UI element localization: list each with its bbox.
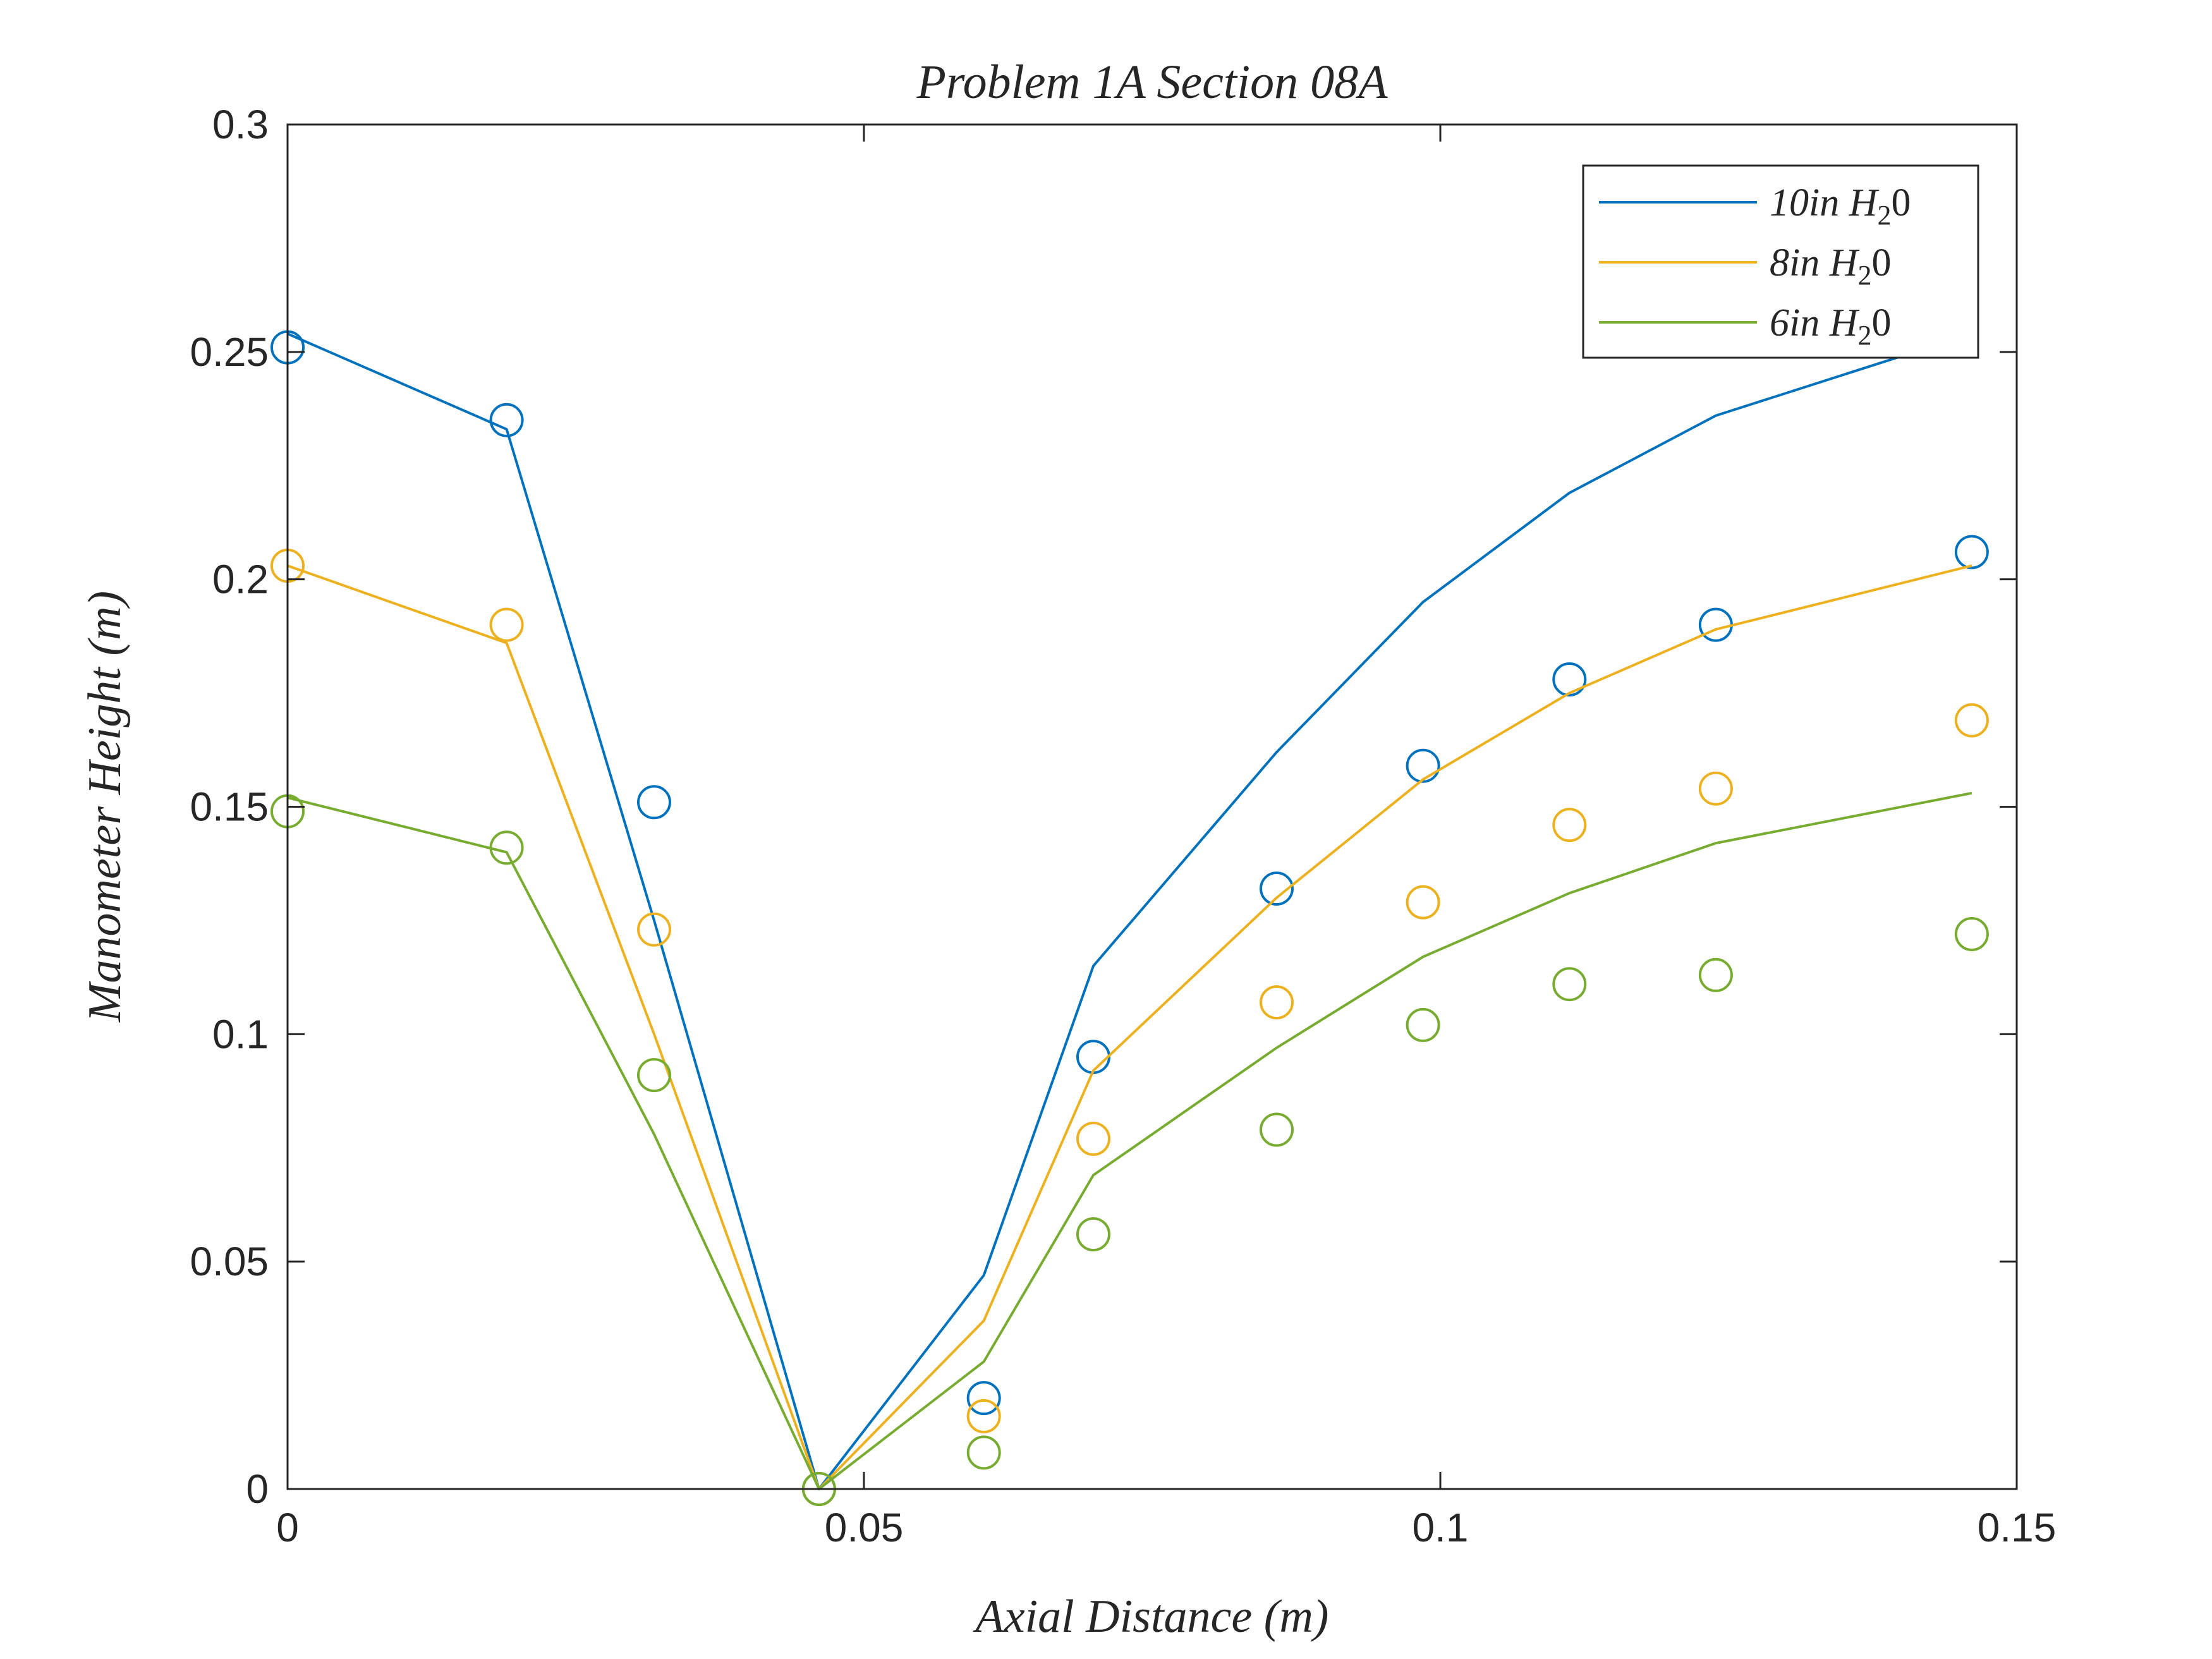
data-point-2 [1698,771,1733,806]
y-axis-label: Manometer Height (m) [79,591,131,1023]
y-tick-label: 0.2 [212,557,269,602]
legend-label-subscript: 2 [1858,320,1872,351]
data-point-3 [966,1435,1001,1470]
x-tick-label: 0 [276,1505,299,1550]
data-point-2 [966,1399,1001,1433]
data-point-3 [1954,917,1989,951]
data-point-3 [1552,967,1587,1002]
legend-label-tail: 0 [1892,181,1911,224]
legend-label-main: 8in H [1770,241,1860,284]
data-point-1 [966,1381,1001,1416]
series-line-2 [287,564,1972,1490]
data-point-2 [637,912,671,947]
series-line-1 [287,332,1972,1490]
y-tick-label: 0.05 [190,1239,269,1284]
data-point-2 [1954,703,1989,738]
data-point-1 [1260,872,1294,906]
legend-label-2: 8in H20 [1770,241,1892,291]
data-point-1 [1954,535,1989,569]
legend-label-1: 10in H20 [1770,181,1911,231]
y-tick-label: 0.1 [212,1011,269,1057]
legend-label-main: 10in H [1770,181,1880,224]
series-layer [270,330,1989,1506]
legend-label-subscript: 2 [1858,260,1872,291]
data-point-2 [1552,808,1587,842]
legend-label-tail: 0 [1872,241,1892,284]
data-point-2 [1260,985,1294,1019]
data-point-1 [1552,662,1587,696]
data-point-2 [489,607,524,642]
data-point-3 [637,1058,671,1093]
y-tick-label: 0.15 [190,784,269,830]
tick-layer: 0 0.05 0.1 0.15 0 0.05 0.1 0.15 0.2 0.25 0.3 [190,102,2056,1550]
legend-label-subscript: 2 [1878,200,1892,231]
chart-title: Problem 1A Section 08A [916,56,1388,109]
legend-label-tail: 0 [1872,301,1892,344]
y-tick-label: 0.3 [212,102,269,147]
data-point-3 [1076,1217,1110,1251]
y-tick-label: 0.25 [190,329,269,375]
data-point-3 [1406,1007,1440,1042]
x-tick-label: 0.1 [1413,1505,1469,1550]
x-tick-label: 0.05 [825,1505,904,1550]
series-line-3 [287,791,1972,1490]
data-point-3 [1260,1112,1294,1147]
legend-label-3: 6in H20 [1770,301,1892,351]
data-point-3 [489,830,524,865]
y-tick-label: 0 [246,1466,269,1512]
data-point-2 [1076,1121,1110,1156]
data-point-3 [1698,957,1733,992]
data-point-2 [1406,885,1440,920]
data-point-1 [1406,748,1440,783]
data-point-1 [489,403,524,437]
legend-label-main: 6in H [1770,301,1860,344]
x-axis-label: Axial Distance (m) [973,1591,1329,1643]
x-tick-label: 0.15 [1978,1505,2057,1550]
data-point-1 [637,785,671,820]
